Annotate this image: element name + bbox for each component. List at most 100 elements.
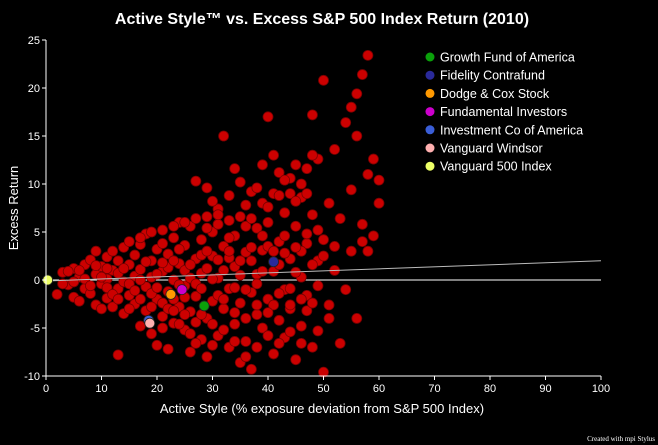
fund-point [168, 305, 180, 317]
axis-ticks: 0 10 20 30 40 50 60 70 80 90 100 -10 -5 0 5 10 15 20 25 [24, 35, 610, 395]
fund-point [295, 320, 307, 332]
fund-point [279, 174, 291, 186]
fund-point [112, 255, 124, 267]
fund-point [218, 293, 230, 305]
legend-label: Fidelity Contrafund [440, 69, 545, 83]
fund-point [229, 336, 241, 347]
fund-point [123, 236, 135, 248]
y-tick-label: -10 [24, 371, 40, 383]
fund-point [290, 354, 302, 366]
fund-point [306, 209, 318, 221]
y-tick-label: 10 [28, 179, 40, 191]
fund-point [273, 314, 285, 326]
fund-point [295, 293, 307, 305]
fund-point [262, 216, 274, 228]
fund-point [157, 257, 168, 269]
regression-line [45, 260, 602, 282]
fund-point [85, 280, 96, 292]
chart-title: Active Style™ vs. Excess S&P 500 Index R… [115, 11, 529, 28]
highlighted-fund-point [165, 288, 177, 300]
fund-point [329, 240, 341, 252]
fund-point [362, 168, 374, 180]
fund-point [251, 341, 263, 353]
fund-point [157, 311, 168, 322]
fund-point [101, 263, 113, 274]
fund-point [284, 326, 296, 338]
fund-point [273, 167, 285, 178]
fund-point [301, 163, 313, 175]
fund-point [262, 307, 274, 319]
fund-point [240, 312, 252, 324]
fund-point [345, 184, 357, 196]
fund-point [262, 111, 274, 123]
fund-point [318, 234, 329, 246]
fund-point [234, 176, 246, 188]
x-tick-label: 0 [43, 383, 49, 395]
fund-point [351, 88, 363, 100]
fund-point [57, 278, 69, 290]
fund-point [162, 343, 174, 355]
y-tick-label: 0 [34, 275, 40, 287]
fund-point [68, 276, 80, 288]
fund-point [279, 247, 291, 259]
fund-point [218, 130, 230, 142]
fund-point [129, 285, 141, 296]
legend-label: Vanguard 500 Index [440, 160, 552, 174]
fund-point [168, 255, 180, 267]
fund-point [184, 328, 196, 340]
fund-point [323, 299, 335, 311]
fund-point [295, 178, 307, 190]
fund-point [173, 243, 185, 255]
x-tick-label: 60 [373, 383, 385, 395]
fund-point [234, 211, 246, 223]
fund-point [284, 299, 296, 311]
fund-point [240, 284, 252, 296]
fund-point [179, 216, 191, 228]
fund-point [257, 230, 268, 242]
fund-point [306, 109, 318, 121]
fund-point [107, 245, 118, 257]
fund-point [268, 348, 279, 360]
fund-point [207, 195, 218, 207]
y-tick-label: 25 [28, 35, 40, 47]
fund-point [351, 130, 363, 142]
x-axis-label: Active Style (% exposure deviation from … [160, 401, 484, 416]
fund-point [245, 241, 257, 253]
fund-point [240, 351, 252, 363]
fund-point [96, 303, 107, 315]
fund-point [268, 245, 279, 257]
fund-point [134, 264, 146, 275]
fund-point [118, 263, 130, 274]
fund-point [195, 283, 207, 295]
legend-label: Vanguard Windsor [440, 142, 543, 156]
fund-point [312, 224, 324, 236]
fund-point [306, 149, 318, 161]
fund-point [279, 230, 291, 242]
fund-point [251, 309, 263, 320]
fund-point [257, 265, 268, 277]
fund-point [301, 228, 313, 240]
fund-point [229, 282, 241, 294]
fund-point [290, 220, 302, 232]
fund-point [268, 299, 279, 311]
fund-point [73, 295, 85, 307]
fund-point [229, 307, 241, 319]
highlighted-fund-point [144, 317, 156, 329]
credit-text: Created with mpi Stylus [587, 435, 655, 443]
highlighted-fund-point [198, 300, 210, 312]
fund-point [318, 74, 329, 86]
fund-point [368, 153, 379, 165]
fund-point [51, 288, 63, 300]
fund-point [157, 238, 168, 249]
fund-point [218, 303, 230, 315]
fund-point [151, 339, 163, 351]
legend-label: Investment Co of America [440, 123, 583, 137]
fund-point [129, 249, 141, 261]
fund-point [112, 349, 124, 361]
fund-point [223, 190, 235, 201]
fund-point [284, 283, 296, 295]
highlighted-fund-point [176, 284, 188, 296]
fund-point [345, 245, 357, 257]
x-tick-label: 40 [262, 383, 274, 395]
